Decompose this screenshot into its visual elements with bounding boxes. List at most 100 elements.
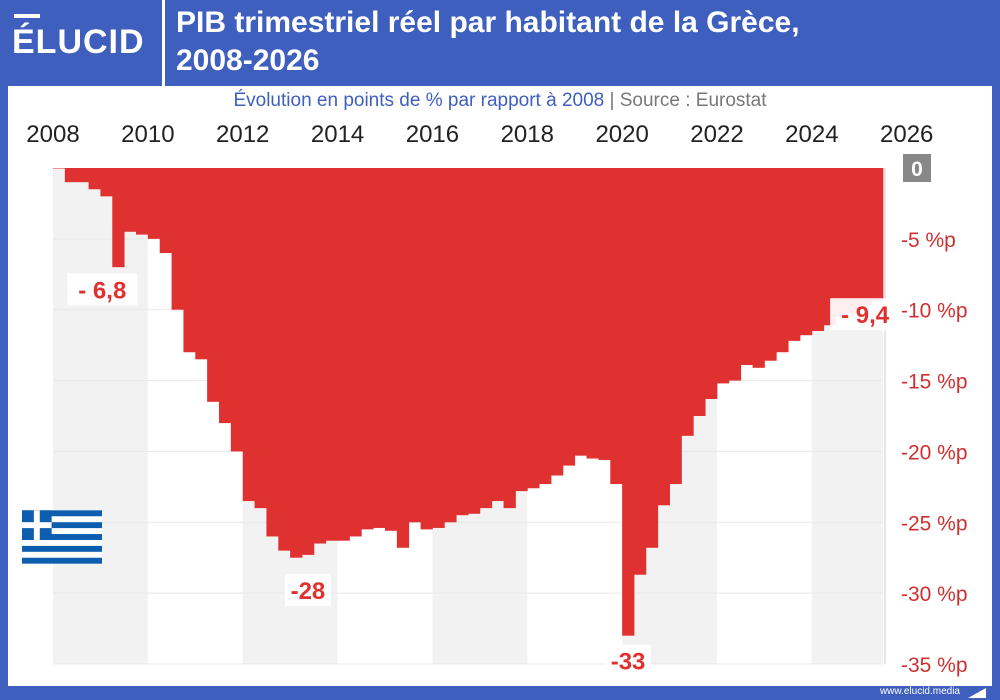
chart-bar — [242, 168, 255, 502]
chart-title-line1: PIB trimestriel réel par habitant de la … — [176, 6, 800, 39]
y-tick-label: -20 %p — [901, 441, 968, 464]
zero-label-box — [903, 154, 931, 182]
chart-bar — [408, 168, 421, 523]
chart-bar — [290, 168, 303, 558]
chart-bar — [159, 168, 172, 254]
y-tick-label: -35 %p — [901, 654, 968, 677]
logo-accent-bar — [14, 14, 40, 18]
chart-bar — [76, 168, 89, 183]
chart-bar — [847, 168, 860, 314]
chart-bar — [444, 168, 457, 523]
chart-bar — [645, 168, 659, 548]
annotation-box — [605, 644, 652, 677]
elucid-logo: ÉLUCID — [12, 23, 145, 61]
background-band — [53, 168, 148, 664]
chart-bar — [136, 168, 149, 235]
chart-bar — [788, 168, 801, 341]
chart-bar — [823, 168, 836, 326]
x-tick-label: 2016 — [406, 121, 459, 148]
chart-bar — [64, 168, 78, 183]
x-tick-label: 2014 — [311, 121, 364, 148]
x-tick-label: 2024 — [785, 121, 838, 148]
chart-bar — [503, 168, 516, 509]
elucid-arrow-icon — [968, 688, 986, 698]
chart-bar — [254, 168, 267, 509]
y-tick-label: -30 %p — [901, 583, 968, 606]
chart-bar — [586, 168, 599, 459]
subtitle-source: Source : Eurostat — [619, 90, 767, 111]
chart-bar — [551, 168, 564, 476]
chart-bar — [183, 168, 196, 353]
chart-bar — [527, 168, 540, 489]
chart-bar — [88, 168, 101, 190]
website-footer: www.elucid.media — [879, 686, 960, 697]
chart-bar — [800, 168, 813, 336]
chart-panel: Évolution en points de % par rapport à 2… — [8, 86, 992, 686]
chart-bar — [811, 168, 825, 331]
chart-bar — [871, 168, 884, 302]
chart-bar — [776, 168, 789, 353]
chart-bar — [456, 168, 469, 516]
annotation-label: - 9,4 — [841, 302, 890, 329]
x-tick-label: 2020 — [595, 121, 648, 148]
chart-bar — [491, 168, 504, 502]
chart-bar — [396, 168, 410, 548]
chart-bar — [693, 168, 706, 416]
chart-bar — [515, 168, 528, 492]
chart-bar — [230, 168, 244, 452]
chart-bar — [432, 168, 445, 528]
chart-bar — [124, 168, 137, 232]
x-tick-label: 2008 — [26, 121, 79, 148]
chart-bar — [574, 168, 587, 456]
chart-bar — [752, 168, 765, 368]
chart-bar — [669, 168, 682, 485]
chart-bar — [112, 168, 125, 268]
subtitle-separator: | — [609, 90, 615, 111]
chart-bar — [266, 168, 279, 537]
chart-bar — [195, 168, 208, 360]
chart-bar — [278, 168, 291, 551]
chart-bar — [728, 168, 742, 381]
y-tick-label: -15 %p — [901, 371, 968, 394]
greece-flag-icon — [22, 510, 102, 564]
chart-bar — [337, 168, 350, 541]
y-tick-label: -25 %p — [901, 512, 968, 535]
y-tick-label: -10 %p — [901, 300, 968, 323]
chart-bar — [610, 168, 623, 485]
chart-bar — [717, 168, 730, 384]
header-divider — [162, 0, 165, 86]
chart-bar — [420, 168, 433, 530]
chart-bar — [634, 168, 647, 575]
chart-subtitle: Évolution en points de % par rapport à 2… — [8, 90, 992, 112]
chart-bar — [479, 168, 493, 509]
chart-title-line2: 2008-2026 — [176, 44, 320, 77]
x-tick-label: 2012 — [216, 121, 269, 148]
y-tick-label: 0 — [911, 158, 923, 181]
chart-bar — [705, 168, 718, 399]
annotation-box — [67, 273, 138, 306]
chart-bar — [373, 168, 386, 528]
chart-title: PIB trimestriel réel par habitant de la … — [176, 4, 976, 80]
chart-bar — [598, 168, 611, 460]
chart-bar — [325, 168, 338, 541]
chart-bar — [835, 168, 848, 317]
annotation-box — [284, 573, 331, 606]
annotation-label: -28 — [291, 578, 326, 605]
annotation-label: -33 — [611, 649, 646, 676]
x-tick-label: 2010 — [121, 121, 174, 148]
chart-bar — [147, 168, 161, 239]
chart-bar — [385, 168, 398, 531]
chart-bar — [539, 168, 552, 485]
annotation-box — [830, 298, 901, 331]
x-tick-label: 2022 — [690, 121, 743, 148]
chart-bar — [764, 168, 777, 361]
chart-bar — [562, 168, 576, 466]
bar-chart: 2008 2010 2012 2014 2016 2018 2020 2022 2024 2026… — [26, 121, 968, 677]
x-tick-label: 2026 — [880, 121, 933, 148]
chart-bar — [361, 168, 374, 530]
chart-bar — [53, 168, 66, 169]
chart-bar — [622, 168, 635, 636]
annotation-label: - 6,8 — [78, 277, 126, 304]
chart-bar — [171, 168, 184, 310]
subtitle-main: Évolution en points de % par rapport à 2… — [233, 90, 605, 111]
